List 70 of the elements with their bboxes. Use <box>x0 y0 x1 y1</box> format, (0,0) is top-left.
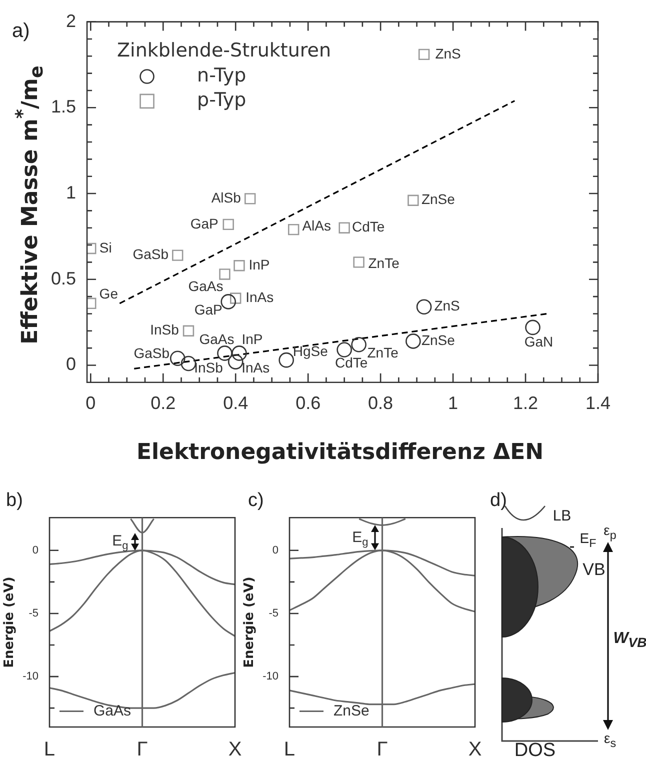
legend-label: n-Typ <box>197 64 246 86</box>
x-tick-label: 1.2 <box>513 393 538 414</box>
x-tick-label: Γ <box>376 738 388 761</box>
legend-label: GaAs <box>94 702 132 720</box>
annotation: CdTe <box>334 354 368 371</box>
annotation: ZnTe <box>367 344 399 360</box>
annotation: ZnS <box>434 298 460 314</box>
annotation: GaAs <box>199 331 234 348</box>
annotation: AlAs <box>302 217 331 234</box>
y-axis-title: Energie (eV) <box>242 576 258 668</box>
annotation: ZnS <box>435 45 461 62</box>
annotation: GaSb <box>132 246 169 262</box>
annotation: ZnTe <box>368 255 400 272</box>
y-tick-label: -10 <box>22 670 38 683</box>
annotation: CdTe <box>352 218 385 235</box>
x-tick-label: 0.2 <box>150 393 176 414</box>
annotation: AlSb <box>211 190 242 206</box>
annotation: Si <box>99 239 112 256</box>
y-tick-label: 0 <box>66 354 76 374</box>
y-tick-label: 1.5 <box>50 96 76 117</box>
annotation: InP <box>248 256 270 272</box>
text: ε$_{s}$ <box>604 730 616 750</box>
annotation: Ge <box>99 285 118 302</box>
text: ε$_{p}$ <box>604 522 616 542</box>
annotation: GaP <box>194 302 222 318</box>
annotation: InP <box>242 331 263 348</box>
legend-label: ZnSe <box>334 702 370 720</box>
y-tick-label: 0.5 <box>50 268 76 288</box>
annotation: InSb <box>150 322 180 338</box>
chart-title: a) <box>12 20 30 43</box>
y-tick-label: 2 <box>66 10 76 31</box>
annotation: InSb <box>194 359 224 376</box>
y-tick-label: -5 <box>28 608 38 620</box>
text: E$_{F}$ <box>580 530 596 550</box>
y-tick-label: 1 <box>66 182 76 202</box>
chart-title: b) <box>6 490 23 512</box>
legend-title: Zinkblende-Strukturen <box>117 40 332 62</box>
annotation: InAs <box>246 289 274 306</box>
annotation: GaN <box>524 333 554 350</box>
legend-label: p-Typ <box>197 89 246 112</box>
y-tick-label: -10 <box>262 670 278 683</box>
text: VB <box>582 560 606 580</box>
x-tick-label: 0 <box>86 393 96 414</box>
annotation: GaP <box>190 215 218 232</box>
text: W$_{VB}$ <box>613 630 646 650</box>
x-tick-label: X <box>228 738 242 761</box>
annotation: InAs <box>242 360 270 376</box>
x-tick-label: X <box>468 738 482 761</box>
annotation: GaAs <box>188 278 224 294</box>
y-axis-title: Energie (eV) <box>2 576 18 668</box>
text: d) <box>490 490 507 512</box>
x-tick-label: L <box>44 738 56 761</box>
annotation: GaSb <box>134 345 170 362</box>
x-tick-label: L <box>284 738 296 761</box>
annotation: ZnSe <box>421 191 456 208</box>
text: DOS <box>514 740 556 762</box>
annotation: HgSe <box>292 342 328 359</box>
y-tick-label: 0 <box>272 544 278 556</box>
x-tick-label: 1.4 <box>585 393 611 414</box>
x-tick-label: Γ <box>136 738 148 761</box>
text: LB <box>552 508 572 524</box>
y-tick-label: 0 <box>32 544 38 556</box>
y-tick-label: -5 <box>268 608 278 620</box>
x-axis-title: Elektronegativitätsdifferenz ΔEN <box>136 440 544 465</box>
chart-title: c) <box>248 490 264 512</box>
x-tick-label: 0.6 <box>296 393 321 414</box>
x-tick-label: 0.8 <box>368 393 394 414</box>
x-tick-label: 0.4 <box>223 393 248 414</box>
x-tick-label: 1 <box>448 393 458 414</box>
annotation: ZnSe <box>421 332 456 348</box>
